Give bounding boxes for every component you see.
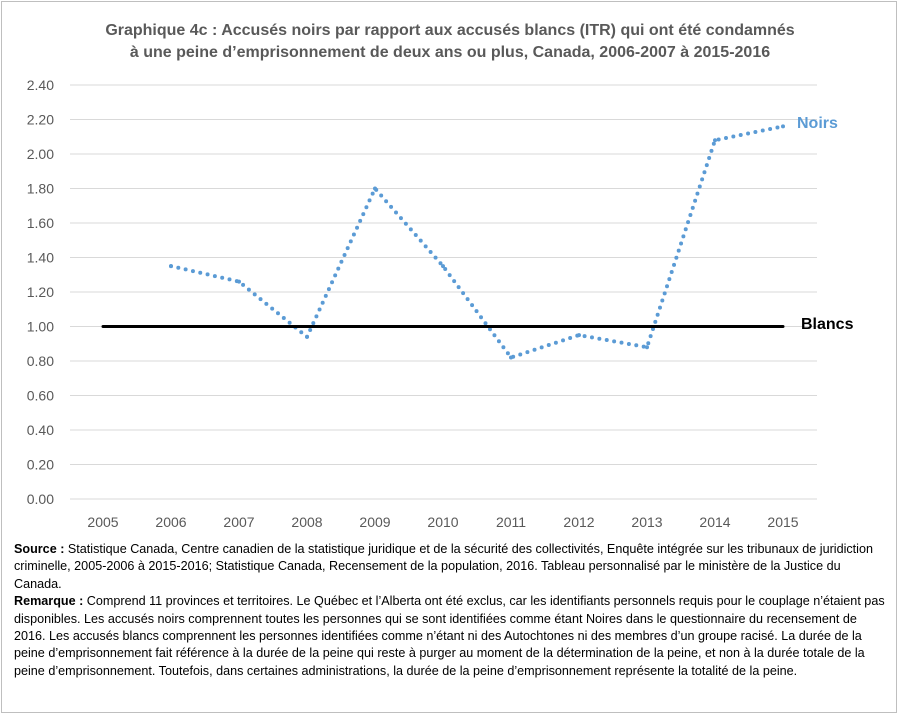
remark-note: Remarque : Comprend 11 provinces et terr… — [14, 593, 890, 680]
gridlines — [70, 84, 817, 500]
data-point-noirs — [781, 124, 785, 129]
x-tick-label: 2010 — [427, 514, 458, 530]
y-tick-label: 1.20 — [27, 284, 54, 300]
x-tick-label: 2005 — [87, 514, 118, 530]
series-lines — [103, 124, 785, 360]
source-label: Source : — [14, 542, 65, 556]
y-tick-label: 0.00 — [27, 491, 54, 507]
chart-title-line-1: Graphique 4c : Accusés noirs par rapport… — [105, 22, 795, 39]
y-axis-ticks: 0.00 0.20 0.40 0.60 0.80 1.00 1.20 1.40 1.60 1.80… — [27, 77, 54, 507]
data-point-noirs — [645, 345, 649, 350]
x-tick-label: 2009 — [359, 514, 390, 530]
data-point-noirs — [237, 279, 241, 284]
data-point-noirs — [509, 355, 513, 360]
source-text: Statistique Canada, Centre canadien de l… — [14, 542, 873, 591]
x-tick-label: 2011 — [496, 514, 526, 530]
x-tick-label: 2007 — [223, 514, 254, 530]
y-tick-label: 2.20 — [27, 112, 54, 128]
data-point-blancs — [101, 325, 105, 328]
x-tick-label: 2014 — [699, 514, 730, 530]
data-point-noirs — [441, 264, 445, 269]
data-point-noirs — [713, 138, 717, 143]
x-tick-label: 2013 — [631, 514, 662, 530]
y-tick-label: 0.60 — [27, 388, 54, 404]
x-tick-label: 2008 — [291, 514, 322, 530]
y-tick-label: 1.40 — [27, 250, 54, 266]
series-label-noirs: Noirs — [797, 115, 838, 132]
y-tick-label: 0.40 — [27, 422, 54, 438]
x-tick-label: 2006 — [155, 514, 186, 530]
series-line-noirs — [169, 124, 785, 360]
data-point-noirs — [373, 186, 377, 191]
y-tick-label: 1.80 — [27, 181, 54, 197]
y-tick-label: 1.60 — [27, 215, 54, 231]
x-axis-ticks: 2005 2006 2007 2008 2009 2010 2011 2012 2013 2014… — [87, 514, 798, 530]
line-chart: 0.00 0.20 0.40 0.60 0.80 1.00 1.20 1.40 1.60 1.80… — [27, 77, 854, 530]
y-tick-label: 2.00 — [27, 146, 54, 162]
x-tick-label: 2012 — [563, 514, 594, 530]
chart-title: Graphique 4c : Accusés noirs par rapport… — [0, 20, 900, 64]
remark-label: Remarque : — [14, 594, 84, 609]
source-note: Source : Statistique Canada, Centre cana… — [14, 541, 890, 593]
x-tick-label: 2015 — [767, 514, 798, 530]
series-label-blancs: Blancs — [801, 316, 854, 333]
series-points — [101, 124, 785, 360]
y-tick-label: 0.80 — [27, 353, 54, 369]
remark-text: Comprend 11 provinces et territoires. Le… — [14, 594, 885, 678]
y-tick-label: 1.00 — [27, 319, 54, 335]
y-tick-label: 2.40 — [27, 77, 54, 93]
data-point-noirs — [577, 333, 581, 338]
chart-notes: Source : Statistique Canada, Centre cana… — [14, 541, 890, 680]
data-point-noirs — [305, 334, 309, 339]
y-tick-label: 0.20 — [27, 457, 54, 473]
chart-title-line-2: à une peine d’emprisonnement de deux ans… — [129, 44, 771, 61]
data-point-blancs — [781, 325, 785, 328]
data-point-noirs — [169, 264, 173, 269]
